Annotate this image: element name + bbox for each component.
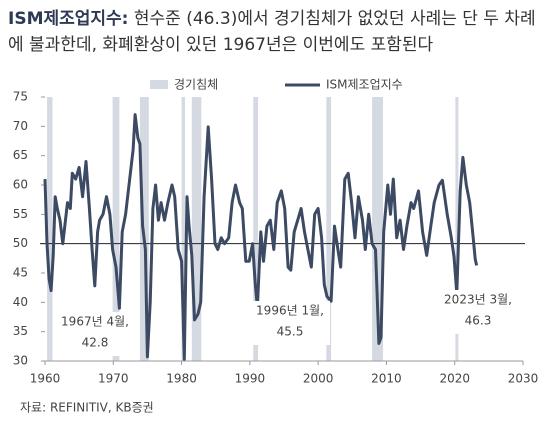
recession-band	[455, 97, 459, 361]
annotation-bg	[250, 301, 330, 345]
series-line	[43, 113, 479, 361]
title-text: 현수준 (46.3)에서 경기침체가 없었던 사례는 단 두 차례에 불과한데,…	[8, 9, 536, 55]
y-tick-label: 30	[13, 354, 28, 368]
y-tick-label: 45	[13, 266, 28, 280]
legend-label: ISM제조업지수	[326, 78, 403, 92]
y-tick-label: 75	[13, 90, 28, 104]
x-tick-label: 2020	[439, 372, 470, 386]
annotation-bg	[55, 312, 135, 356]
recession-band	[47, 97, 53, 361]
legend-label: 경기침체	[174, 78, 218, 92]
annotation-bg	[438, 290, 518, 334]
y-tick-label: 40	[13, 295, 28, 309]
y-tick-label: 70	[13, 119, 28, 133]
x-tick-label: 1980	[166, 372, 197, 386]
y-tick-label: 35	[13, 324, 28, 338]
y-tick-label: 65	[13, 148, 28, 162]
recession-band	[253, 97, 259, 361]
x-tick-label: 2010	[371, 372, 402, 386]
annotation-value: 46.3	[465, 314, 492, 328]
x-tick-label: 2000	[303, 372, 334, 386]
x-tick-label: 1970	[98, 372, 129, 386]
annotation-text: 2023년 3월,	[444, 293, 512, 307]
annotation-value: 42.8	[82, 336, 109, 350]
recession-band	[112, 97, 120, 361]
annotation-value: 45.5	[277, 325, 304, 339]
title-bold: ISM제조업지수:	[8, 9, 129, 29]
recession-band	[326, 97, 332, 361]
chart-title: ISM제조업지수: 현수준 (46.3)에서 경기침체가 없었던 사례는 단 두…	[8, 6, 538, 58]
y-tick-label: 55	[13, 207, 28, 221]
x-tick-label: 1990	[235, 372, 266, 386]
source: 자료: REFINITIV, KB증권	[20, 401, 154, 415]
y-tick-label: 50	[13, 236, 28, 250]
legend-swatch	[150, 80, 168, 89]
x-tick-label: 2030	[508, 372, 539, 386]
annotation-text: 1967년 4월,	[61, 315, 129, 329]
recession-band	[181, 97, 185, 361]
annotation-text: 1996년 1월,	[256, 304, 324, 318]
x-tick-label: 1960	[30, 372, 61, 386]
recession-band	[191, 97, 202, 361]
y-tick-label: 60	[13, 178, 28, 192]
recession-band	[372, 97, 384, 361]
